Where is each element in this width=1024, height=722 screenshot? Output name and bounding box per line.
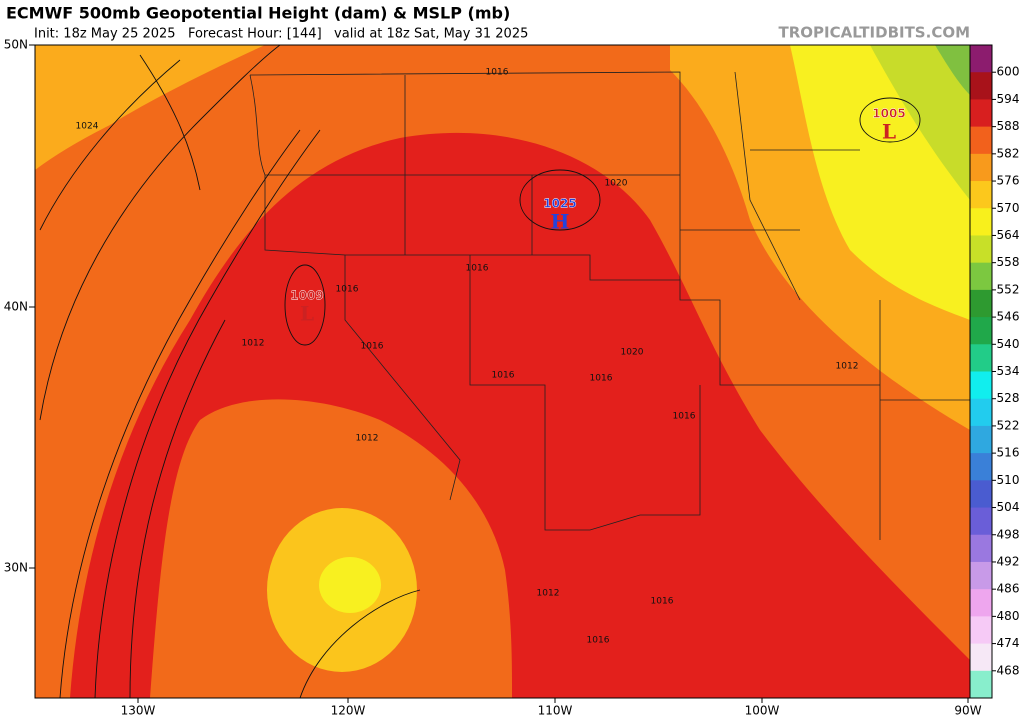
isobar-label: 1016 bbox=[651, 597, 674, 607]
isobar-label: 1012 bbox=[836, 362, 859, 372]
colorbar-label: 480 bbox=[997, 609, 1020, 623]
isobar-label: 1016 bbox=[336, 285, 359, 295]
pressure-value: 1005 bbox=[872, 107, 905, 121]
colorbar-cell bbox=[970, 616, 992, 645]
pressure-value: 1009 bbox=[290, 289, 323, 303]
colorbar-cell bbox=[970, 126, 992, 155]
lon-label: 120W bbox=[331, 704, 366, 718]
colorbar-label: 504 bbox=[997, 500, 1020, 514]
colorbar-cell bbox=[970, 561, 992, 590]
colorbar-cell bbox=[970, 425, 992, 454]
colorbar-cell bbox=[970, 289, 992, 318]
colorbar-label: 492 bbox=[997, 554, 1020, 568]
band-558 bbox=[935, 45, 970, 95]
colorbar-label: 594 bbox=[997, 92, 1020, 106]
colorbar-cell bbox=[970, 371, 992, 400]
isobars bbox=[39, 45, 421, 698]
colorbar-label: 558 bbox=[997, 255, 1020, 269]
isobar-label: 1012 bbox=[537, 589, 560, 599]
colorbar-cell bbox=[970, 589, 992, 617]
isobar-label: 1016 bbox=[587, 636, 610, 646]
colorbar-label: 552 bbox=[997, 282, 1020, 296]
isobar-label: 1016 bbox=[361, 342, 384, 352]
colorbar-cell bbox=[970, 181, 992, 209]
lat-label: 30N bbox=[4, 561, 28, 575]
colorbar-label: 510 bbox=[997, 473, 1020, 487]
colorbar-cell bbox=[970, 72, 992, 100]
colorbar-label: 588 bbox=[997, 119, 1020, 133]
colorbar-cell bbox=[970, 398, 992, 427]
isobar-label: 1016 bbox=[590, 374, 613, 384]
colorbar-cell bbox=[970, 453, 992, 481]
band-570-blob bbox=[319, 557, 381, 613]
isobar-label: 1012 bbox=[242, 339, 265, 349]
watermark: TROPICALTIDBITS.COM bbox=[779, 24, 971, 42]
isobar-rings bbox=[284, 97, 921, 346]
colorbar-label: 486 bbox=[997, 582, 1020, 596]
colorbar-label: 516 bbox=[997, 446, 1020, 460]
lat-label: 40N bbox=[4, 300, 28, 314]
isobar-label: 1024 bbox=[76, 122, 99, 132]
colorbar-label: 576 bbox=[997, 174, 1020, 188]
map-area bbox=[35, 45, 970, 698]
colorbar-label: 546 bbox=[997, 310, 1020, 324]
isobar-label: 1020 bbox=[605, 179, 628, 189]
colorbar-cell bbox=[970, 45, 992, 73]
pressure-symbol: L bbox=[882, 120, 896, 144]
pressure-value: 1025 bbox=[543, 197, 576, 211]
colorbar-cell bbox=[970, 643, 992, 672]
colorbar-cell bbox=[970, 480, 992, 509]
isobar-label: 1020 bbox=[621, 348, 644, 358]
colorbar-label: 540 bbox=[997, 337, 1020, 351]
colorbar-cell bbox=[970, 534, 992, 563]
colorbar-cell bbox=[970, 670, 992, 699]
isobar-label: 1016 bbox=[492, 371, 515, 381]
pressure-symbol: L bbox=[300, 302, 314, 326]
colorbar-label: 468 bbox=[997, 663, 1020, 677]
subtitle: Init: 18z May 25 2025 Forecast Hour: [14… bbox=[34, 27, 528, 42]
lon-label: 100W bbox=[745, 704, 780, 718]
colorbar-cell bbox=[970, 344, 992, 372]
colorbar-cell bbox=[970, 235, 992, 264]
colorbar-label: 498 bbox=[997, 527, 1020, 541]
title: ECMWF 500mb Geopotential Height (dam) & … bbox=[6, 4, 510, 23]
lat-label: 50N bbox=[4, 38, 28, 52]
colorbar-label: 522 bbox=[997, 418, 1020, 432]
isobar-label: 1016 bbox=[466, 264, 489, 274]
band-576 bbox=[35, 45, 265, 170]
colorbar-cell bbox=[970, 153, 992, 182]
colorbar-cell bbox=[970, 208, 992, 236]
isobar-label: 1016 bbox=[673, 412, 696, 422]
colorbar-cell bbox=[970, 507, 992, 536]
colorbar-label: 570 bbox=[997, 201, 1020, 215]
colorbar-label: 534 bbox=[997, 364, 1020, 378]
colorbar-cell bbox=[970, 262, 992, 291]
lon-label: 110W bbox=[538, 704, 573, 718]
isobar-label: 1012 bbox=[356, 434, 379, 444]
pressure-symbol: H bbox=[551, 210, 570, 234]
state-borders bbox=[249, 71, 970, 540]
isobar-label: 1016 bbox=[486, 68, 509, 78]
colorbar-label: 600 bbox=[997, 65, 1020, 79]
colorbar-label: 528 bbox=[997, 391, 1020, 405]
colorbar-cell bbox=[970, 317, 992, 345]
colorbar-label: 564 bbox=[997, 228, 1020, 242]
colorbar-label: 582 bbox=[997, 146, 1020, 160]
colorbar-cell bbox=[970, 99, 992, 128]
lon-label: 130W bbox=[121, 704, 156, 718]
colorbar-label: 474 bbox=[997, 636, 1020, 650]
lon-label: 90W bbox=[954, 704, 981, 718]
